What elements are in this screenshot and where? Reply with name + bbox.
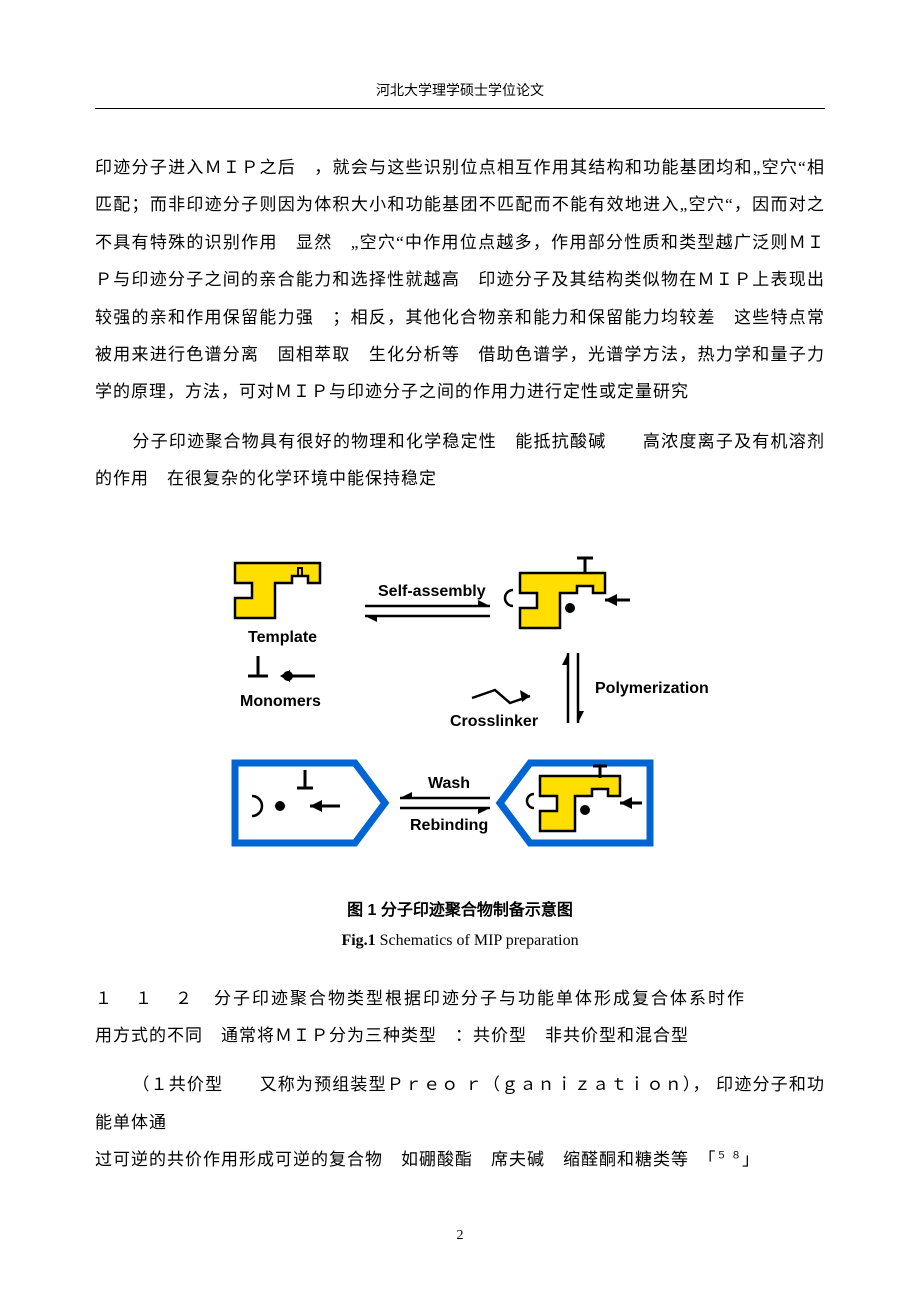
paragraph-2: 分子印迹聚合物具有很好的物理和化学稳定性 能抵抗酸碱 高浓度离子及有机溶剂的作用… [95, 423, 825, 498]
rebinding-label: Rebinding [410, 817, 488, 834]
template-shape [235, 563, 320, 618]
polymerization-arrows [562, 653, 584, 723]
complex-shape [505, 558, 630, 628]
template-label: Template [248, 629, 317, 646]
polymerization-label: Polymerization [595, 680, 709, 697]
page-number: 2 [95, 1228, 825, 1244]
mip-schematic-diagram: Template Monomers Self-assembly [210, 548, 710, 868]
section-1-1-2-heading: １ １ ２ 分子印迹聚合物类型根据印迹分子与功能单体形成复合体系时作 [95, 980, 825, 1017]
monomers-group [248, 656, 315, 682]
wash-rebinding-arrows [400, 792, 490, 814]
self-assembly-arrows [365, 600, 490, 622]
covalent-type-line-1: （１共价型 又称为预组装型Ｐｒｅｏ ｒ（ｇａｎｉｚａｔｉｏｎ）， 印迹分子和功能… [95, 1066, 825, 1141]
crosslinker-label: Crosslinker [450, 713, 538, 730]
figure-caption-english: Fig.1 Schematics of MIP preparation [210, 932, 710, 950]
crosslinker-shape [472, 690, 530, 703]
covalent-type-line-2: 过可逆的共价作用形成可逆的复合物 如硼酸酯 席夫碱 缩醛酮和糖类等 「５ ８」 [95, 1141, 825, 1178]
wash-label: Wash [428, 775, 470, 792]
paragraph-1: 印迹分子进入ＭＩＰ之后 ，就会与这些识别位点相互作用其结构和功能基团均和„空穴“… [95, 149, 825, 411]
section-line-2: 用方式的不同 通常将ＭＩＰ分为三种类型 ：共价型 非共价型和混合型 [95, 1017, 825, 1054]
polymer-empty [235, 763, 385, 843]
monomers-label: Monomers [240, 693, 321, 710]
polymer-with-template [500, 763, 650, 843]
figure-caption-chinese: 图 1 分子印迹聚合物制备示意图 [210, 896, 710, 920]
page-header: 河北大学理学硕士学位论文 [95, 80, 825, 100]
header-divider [95, 108, 825, 109]
figure-1: Template Monomers Self-assembly [210, 548, 710, 950]
self-assembly-label: Self-assembly [378, 583, 486, 600]
